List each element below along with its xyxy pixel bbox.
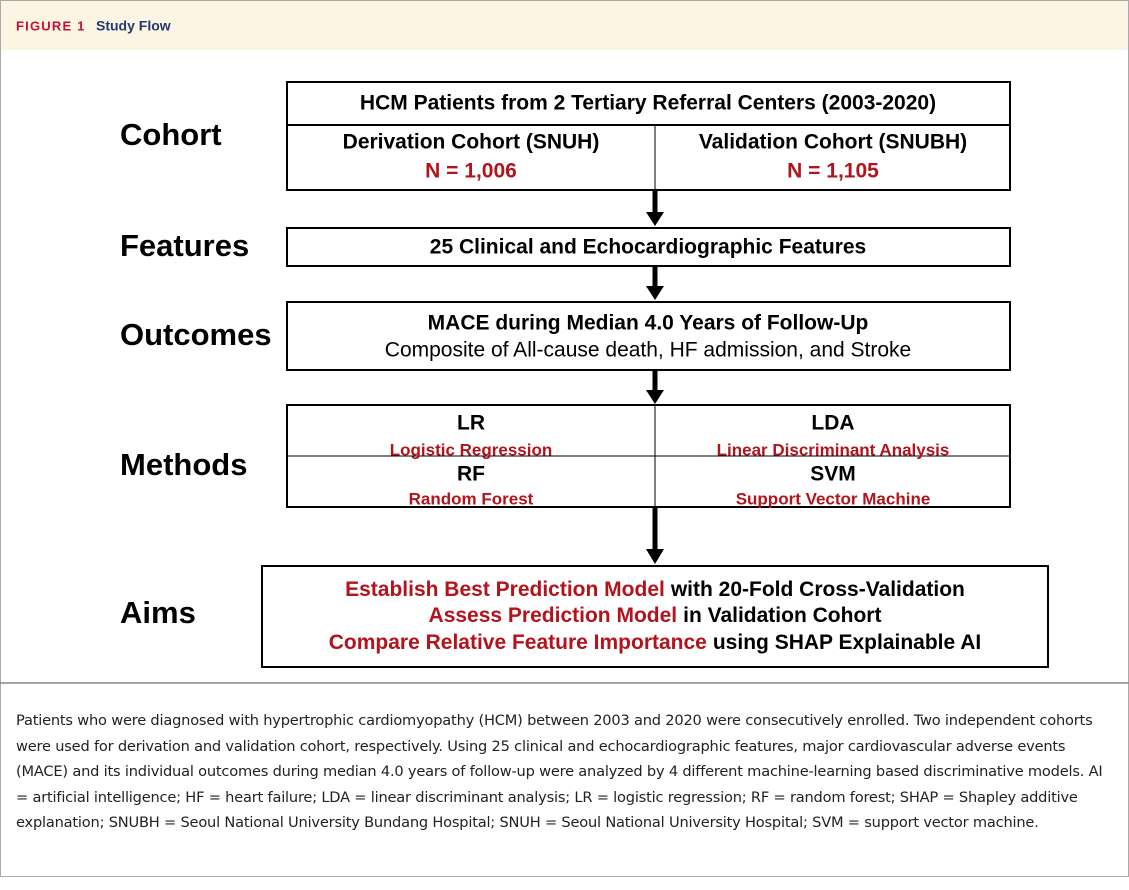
figure-label: FIGURE 1: [16, 18, 86, 33]
row-label: Cohort: [120, 117, 222, 152]
group-name: Derivation Cohort (SNUH): [343, 131, 600, 154]
arrow-head: [646, 549, 664, 564]
cohort-box: [286, 81, 1011, 191]
outcomes-box: [286, 301, 1011, 371]
features-text: 25 Clinical and Echocardiographic Featur…: [430, 236, 866, 259]
arrow-head: [646, 286, 664, 300]
group-name: Validation Cohort (SNUBH): [699, 131, 967, 154]
arrow-head: [646, 390, 664, 404]
outcomes-subtitle: Composite of All-cause death, HF admissi…: [385, 339, 911, 362]
cohort-title: HCM Patients from 2 Tertiary Referral Ce…: [360, 92, 936, 115]
aim-line: Assess Prediction Model in Validation Coh…: [429, 604, 882, 627]
method-abbr: LDA: [811, 412, 854, 435]
method-name: Support Vector Machine: [736, 489, 931, 508]
method-abbr: RF: [457, 463, 485, 486]
features-box: [286, 227, 1011, 267]
aim-highlight: Compare Relative Feature Importance: [329, 631, 707, 654]
aim-highlight: Assess Prediction Model: [429, 604, 678, 627]
aim-rest: using SHAP Explainable AI: [713, 631, 981, 654]
figure-title: Study Flow: [96, 18, 171, 34]
aim-rest: in Validation Cohort: [683, 604, 881, 627]
row-label: Methods: [120, 447, 247, 482]
aim-highlight: Establish Best Prediction Model: [345, 578, 665, 601]
outcomes-title: MACE during Median 4.0 Years of Follow-U…: [428, 312, 869, 335]
aims-box: [261, 565, 1049, 668]
header-band: [0, 0, 1129, 50]
method-abbr: SVM: [810, 463, 856, 486]
method-abbr: LR: [457, 412, 485, 435]
method-name: Linear Discriminant Analysis: [717, 440, 950, 459]
method-name: Logistic Regression: [390, 440, 552, 459]
arrow-head: [646, 212, 664, 226]
aim-line: Compare Relative Feature Importance using…: [329, 631, 982, 654]
row-label: Outcomes: [120, 317, 272, 352]
caption: Patients who were diagnosed with hypertr…: [16, 712, 1103, 831]
aim-rest: with 20-Fold Cross-Validation: [670, 578, 965, 601]
group-n: N = 1,006: [425, 160, 517, 183]
row-label: Aims: [120, 595, 196, 630]
aim-line: Establish Best Prediction Model with 20-F…: [345, 578, 965, 601]
arrows: [646, 190, 664, 564]
group-n: N = 1,105: [787, 160, 879, 183]
row-label: Features: [120, 228, 249, 263]
method-name: Random Forest: [409, 489, 534, 508]
